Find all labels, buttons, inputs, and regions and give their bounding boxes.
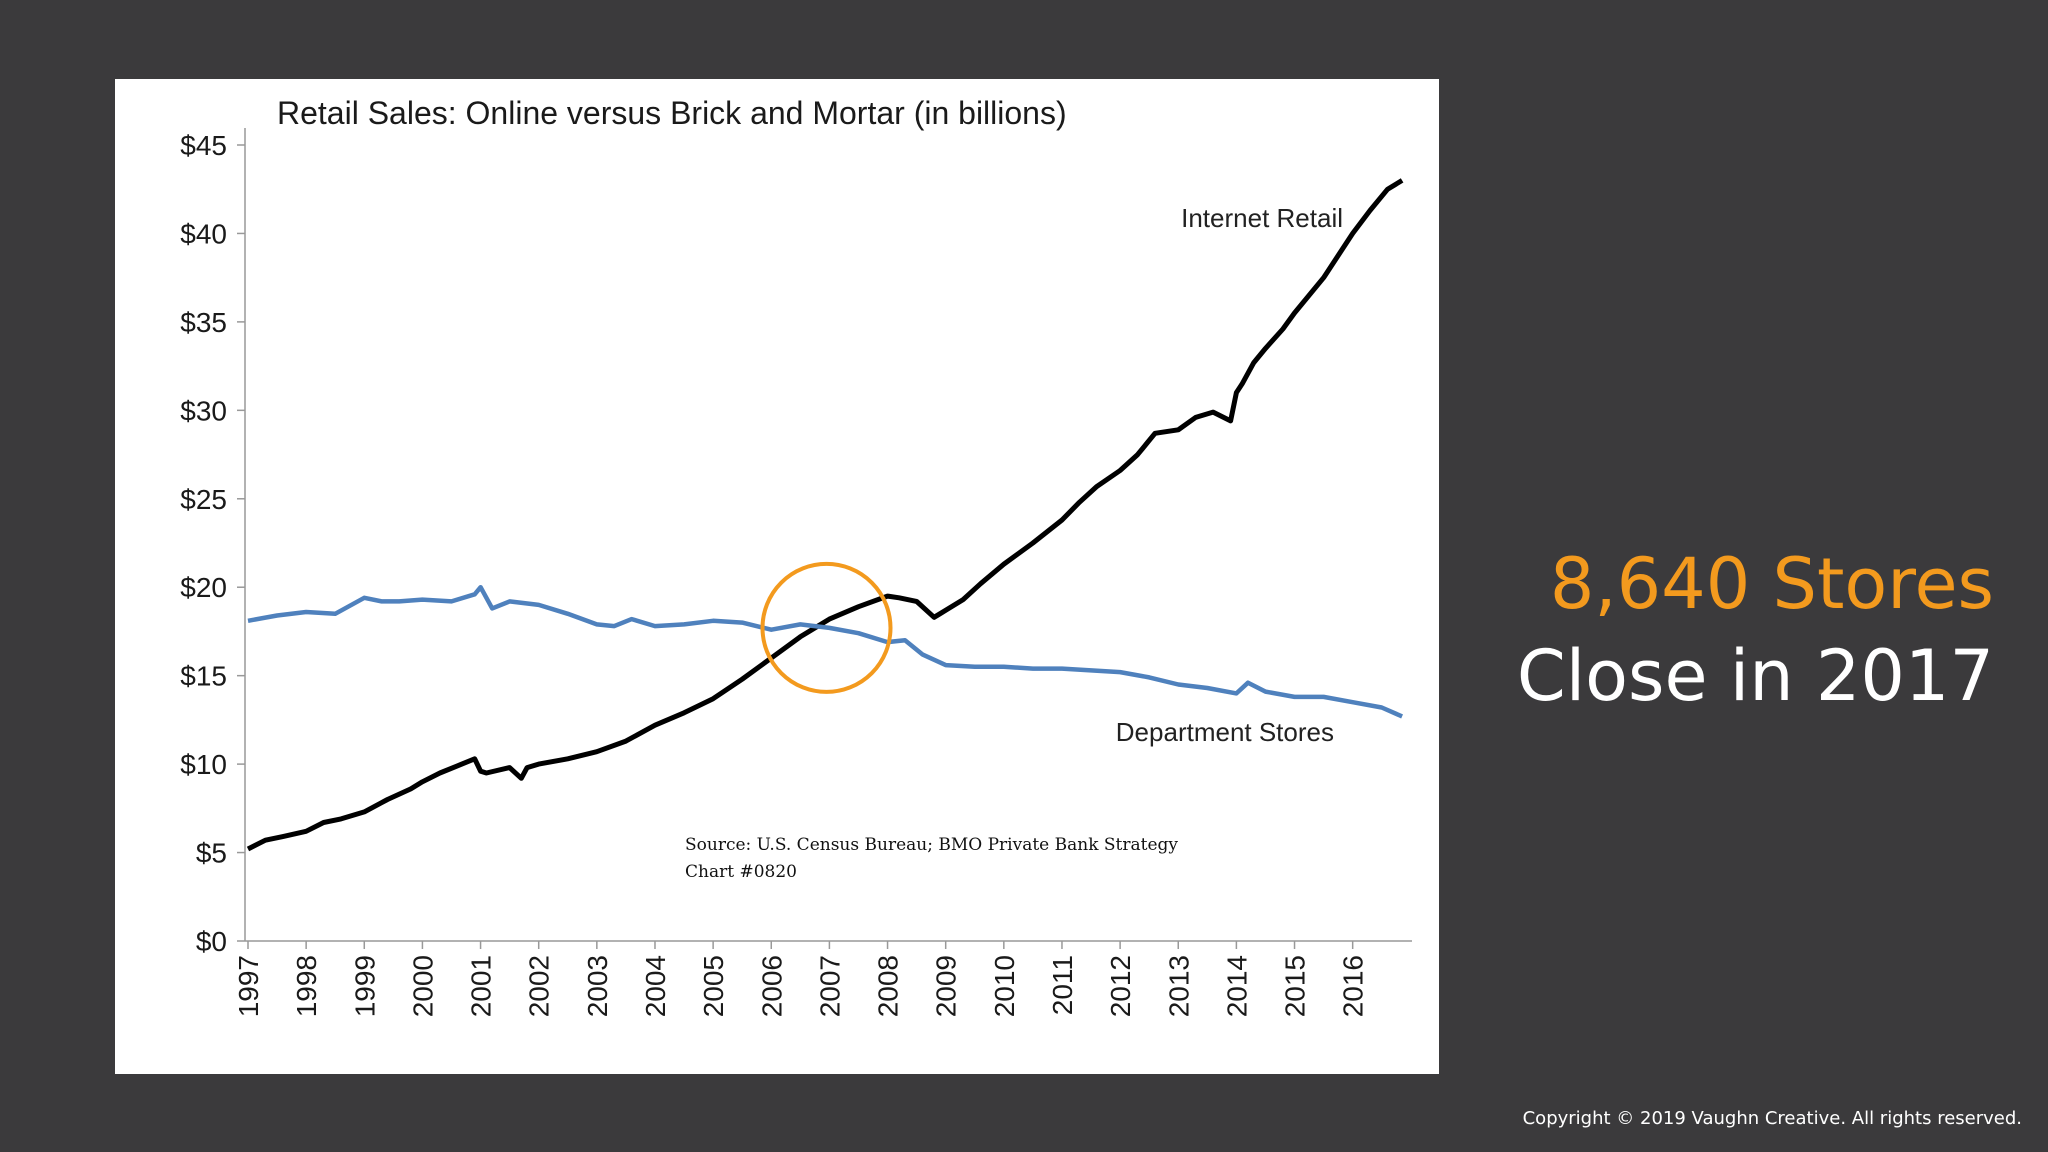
y-tick-label: $15 [180, 661, 227, 692]
highlight-circle [760, 561, 893, 694]
source-note: Source: U.S. Census Bureau; BMO Private … [685, 835, 1178, 855]
x-tick-label: 2002 [524, 955, 555, 1017]
chart-title: Retail Sales: Online versus Brick and Mo… [277, 95, 1067, 131]
x-tick-label: 2012 [1105, 955, 1136, 1017]
y-tick-label: $35 [180, 307, 227, 338]
x-tick-label: 2016 [1338, 955, 1369, 1017]
x-tick-label: 2003 [582, 955, 613, 1017]
x-tick-label: 2001 [466, 955, 497, 1017]
copyright-notice: Copyright © 2019 Vaughn Creative. All ri… [1522, 1108, 2022, 1129]
headline-stores-count: 8,640 Stores [1549, 543, 1994, 625]
x-tick-label: 2009 [931, 955, 962, 1017]
line-department-stores [247, 584, 1403, 719]
y-tick-label: $10 [180, 749, 227, 780]
headline: 8,640 Stores Close in 2017 [1517, 538, 1994, 722]
axes [244, 128, 1412, 942]
x-tick-label: 1997 [233, 955, 264, 1017]
chart-card: Retail Sales: Online versus Brick and Mo… [115, 79, 1439, 1074]
y-tick-label: $5 [196, 838, 227, 869]
x-tick-label: 2004 [640, 955, 671, 1017]
y-ticks: $0 $5 $10 $15 $20 $25 $30 $35 $40 $45 [180, 130, 245, 957]
label-department-stores: Department Stores [1116, 717, 1334, 747]
x-tick-label: 2010 [989, 955, 1020, 1017]
line-internet-retail [246, 178, 1404, 852]
x-tick-label: 2007 [814, 955, 845, 1017]
x-tick-label: 2014 [1221, 955, 1252, 1017]
x-tick-label: 2011 [1047, 955, 1078, 1015]
y-tick-label: $0 [196, 926, 227, 957]
x-tick-label: 1999 [349, 955, 380, 1017]
y-tick-label: $45 [180, 130, 227, 161]
y-tick-label: $40 [180, 218, 227, 249]
x-tick-label: 2006 [756, 955, 787, 1017]
x-ticks: 1997 1998 1999 2000 2001 2002 2003 2004 2005 2006… [233, 941, 1369, 1017]
series-layer [246, 178, 1404, 852]
y-tick-label: $25 [180, 484, 227, 515]
x-tick-label: 2000 [407, 955, 438, 1017]
x-tick-label: 2013 [1163, 955, 1194, 1017]
headline-close-year: Close in 2017 [1516, 635, 1994, 717]
x-tick-label: 2005 [698, 955, 729, 1017]
retail-sales-chart: Retail Sales: Online versus Brick and Mo… [180, 95, 1412, 1017]
label-internet-retail: Internet Retail [1181, 203, 1343, 233]
chart-number-note: Chart #0820 [685, 862, 797, 882]
x-tick-label: 1998 [291, 955, 322, 1017]
x-tick-label: 2008 [873, 955, 904, 1017]
y-tick-label: $30 [180, 395, 227, 426]
x-tick-label: 2015 [1280, 955, 1311, 1017]
y-tick-label: $20 [180, 572, 227, 603]
